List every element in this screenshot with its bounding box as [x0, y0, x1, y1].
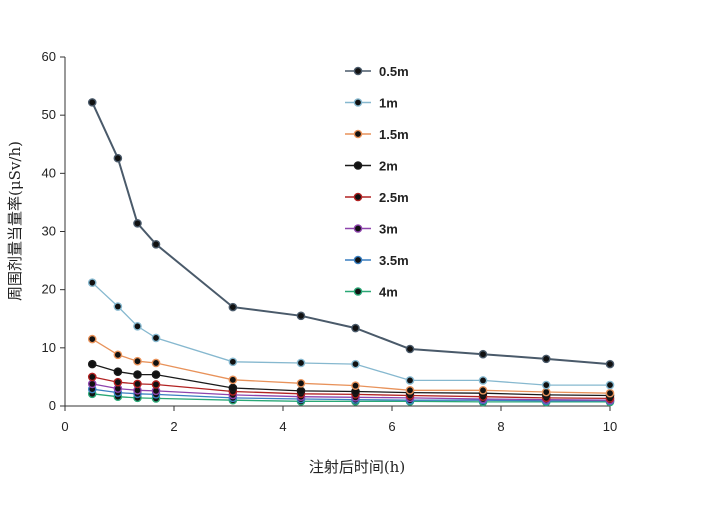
data-point [151, 239, 161, 249]
y-tick-label: 10 [42, 340, 56, 355]
legend-item-3.5m: 3.5m [345, 253, 409, 268]
legend-item-0.5m: 0.5m [345, 64, 409, 79]
series-0.5m [87, 98, 615, 369]
series-layer [87, 98, 615, 407]
data-point [296, 379, 306, 388]
y-tick-label: 40 [42, 165, 56, 180]
x-axis-title: 注射后时间(h) [309, 458, 405, 476]
legend-marker [353, 98, 363, 107]
data-point [151, 333, 161, 343]
data-point [151, 370, 161, 379]
data-point [113, 367, 123, 376]
data-point [228, 383, 238, 393]
x-tick-label: 6 [388, 419, 395, 434]
data-point [87, 372, 97, 382]
data-point [405, 376, 415, 385]
axes: 0 10 20 30 40 50 60 0 2 4 6 8 10 [42, 49, 618, 434]
x-tick-label: 4 [279, 419, 286, 434]
y-tick-label: 60 [42, 49, 56, 64]
data-point [87, 98, 97, 107]
data-point [478, 376, 488, 385]
data-point [541, 380, 551, 390]
data-point [296, 311, 306, 321]
data-point [87, 359, 97, 369]
data-point [405, 385, 415, 395]
data-point [133, 219, 142, 228]
data-point [113, 350, 123, 360]
legend-label: 4m [379, 285, 398, 300]
y-tick-label: 50 [42, 107, 56, 122]
legend-marker [353, 129, 363, 139]
legend-marker [353, 192, 363, 202]
legend-marker [353, 161, 363, 170]
y-axis-title: 周围剂量当量率(μSv/h) [6, 141, 24, 301]
legend: 0.5m 1m 1.5m 2m 2.5m 3m 3.5m 4m [345, 64, 409, 300]
data-point [87, 334, 97, 344]
data-point [133, 379, 142, 389]
series-line [91, 338, 611, 394]
legend-item-1.5m: 1.5m [345, 127, 409, 142]
data-point [605, 388, 615, 398]
data-point [113, 153, 123, 163]
y-tick-label: 30 [42, 224, 56, 239]
data-point [151, 380, 161, 389]
data-point [133, 322, 142, 331]
y-tick-label: 0 [49, 398, 56, 413]
data-point [87, 278, 97, 287]
y-tick-label: 20 [42, 282, 56, 297]
legend-label: 2m [379, 159, 398, 174]
data-point [296, 386, 306, 396]
x-tick-label: 2 [170, 419, 177, 434]
data-point [113, 302, 123, 311]
data-point [228, 302, 238, 312]
data-point [228, 357, 238, 367]
data-point [405, 344, 415, 354]
data-point [228, 375, 238, 385]
x-tick-label: 0 [61, 419, 68, 434]
data-point [478, 349, 488, 359]
data-point [133, 356, 142, 366]
series-line [91, 282, 610, 386]
data-point [541, 387, 551, 397]
data-point [541, 354, 551, 364]
series-1.5m [87, 334, 615, 398]
x-tick-label: 8 [497, 419, 504, 434]
data-point [351, 359, 360, 369]
data-point [133, 370, 142, 379]
legend-marker [353, 287, 363, 296]
series-2m [87, 359, 615, 400]
data-point [351, 381, 360, 390]
legend-marker [353, 255, 363, 265]
legend-label: 3m [379, 222, 398, 237]
data-point [296, 358, 306, 368]
legend-item-1m: 1m [345, 96, 398, 111]
legend-label: 0.5m [379, 64, 409, 79]
legend-item-3m: 3m [345, 222, 398, 237]
data-point [87, 379, 97, 389]
legend-label: 3.5m [379, 253, 409, 268]
series-line [91, 101, 611, 366]
data-point [351, 323, 360, 333]
data-point [605, 359, 615, 369]
series-line [92, 363, 611, 397]
legend-item-2.5m: 2.5m [345, 190, 409, 205]
data-point [113, 377, 123, 387]
legend-marker [353, 66, 363, 76]
legend-marker [353, 224, 363, 233]
legend-item-2m: 2m [345, 159, 398, 174]
data-point [151, 358, 161, 368]
legend-label: 1.5m [379, 127, 409, 142]
series-1m [87, 278, 615, 390]
x-tick-label: 10 [603, 419, 617, 434]
legend-item-4m: 4m [345, 285, 398, 300]
data-point [605, 380, 615, 390]
legend-label: 1m [379, 96, 398, 111]
legend-label: 2.5m [379, 190, 409, 205]
data-point [478, 385, 488, 395]
